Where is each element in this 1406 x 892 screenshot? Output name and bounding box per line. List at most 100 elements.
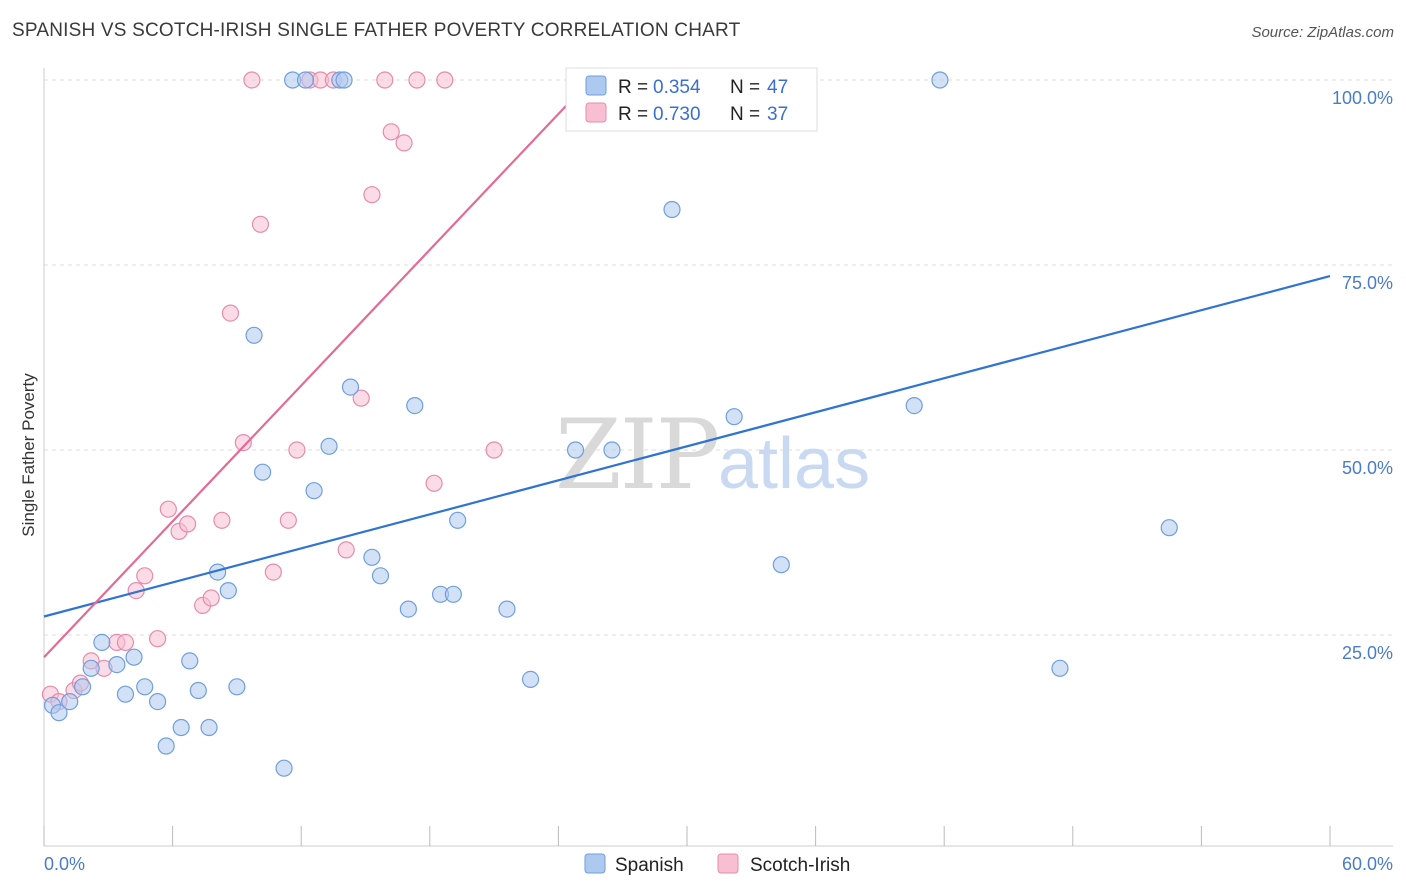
- spanish-point-37: [521, 670, 540, 689]
- legend-spanish-r-label: R =: [618, 77, 648, 98]
- scotch-irish-point-15: [202, 589, 220, 607]
- y-tick-labels: 25.0% 50.0% 75.0% 100.0%: [1332, 88, 1393, 663]
- spanish-point-4: [82, 659, 100, 677]
- scotch-irish-point-34: [425, 474, 443, 492]
- scotch-irish-point-18: [234, 434, 252, 452]
- legend-scotch-r-value: 0.730: [653, 104, 701, 125]
- scotch-irish-point-21: [264, 563, 282, 581]
- spanish-point-38: [566, 441, 585, 459]
- scotch-irish-point-27: [337, 541, 355, 559]
- spanish-point-14: [189, 681, 207, 700]
- spanish-point-28: [341, 378, 360, 396]
- scotch-irish-point-7: [116, 633, 135, 652]
- y-tick-label-25: 25.0%: [1342, 643, 1393, 663]
- scotch-irish-point-11: [159, 500, 177, 518]
- spanish-point-9: [136, 678, 154, 696]
- chart-title: SPANISH VS SCOTCH-IRISH SINGLE FATHER PO…: [12, 20, 741, 41]
- scotch-irish-trend-line: [43, 79, 592, 658]
- series-spanish-points: [43, 71, 1178, 777]
- legend-spanish-r-value: 0.354: [653, 77, 701, 98]
- scotch-irish-point-9: [136, 567, 154, 585]
- spanish-point-5: [93, 633, 111, 652]
- y-tick-label-100: 100.0%: [1332, 88, 1393, 108]
- x-tick-label-max: 60.0%: [1342, 854, 1393, 874]
- scotch-irish-point-19: [243, 71, 261, 89]
- legend-spanish-n-value: 47: [767, 77, 788, 98]
- bottom-legend-spanish-swatch: [584, 853, 606, 874]
- scotch-irish-point-10: [148, 630, 167, 648]
- scotch-irish-point-29: [363, 186, 381, 204]
- spanish-point-44: [931, 71, 949, 89]
- spanish-point-7: [116, 685, 135, 703]
- spanish-point-2: [61, 692, 79, 711]
- scotch-irish-point-13: [179, 515, 197, 533]
- spanish-point-23: [296, 71, 315, 89]
- spanish-point-40: [663, 200, 681, 219]
- spanish-point-32: [406, 397, 424, 415]
- y-axis-label: Single Father Poverty: [19, 373, 38, 537]
- spanish-point-12: [172, 718, 190, 737]
- spanish-point-29: [363, 548, 381, 566]
- spanish-point-3: [73, 678, 92, 696]
- trend-lines: [43, 79, 1331, 658]
- y-tick-label-50: 50.0%: [1342, 458, 1393, 478]
- spanish-point-1: [50, 704, 68, 722]
- spanish-point-39: [603, 441, 621, 459]
- scotch-irish-point-28: [352, 389, 370, 407]
- scotch-irish-point-17: [221, 304, 240, 322]
- scotch-irish-point-20: [251, 215, 270, 233]
- spanish-point-25: [320, 437, 338, 455]
- spanish-point-11: [157, 737, 175, 755]
- spanish-point-45: [1051, 659, 1069, 677]
- x-tick-label-min: 0.0%: [44, 854, 85, 874]
- bottom-legend-scotch-swatch: [717, 853, 739, 874]
- spanish-point-8: [125, 648, 143, 666]
- y-tick-label-75: 75.0%: [1342, 273, 1393, 293]
- spanish-point-18: [228, 678, 246, 696]
- spanish-point-6: [108, 655, 126, 674]
- spanish-point-31: [399, 600, 417, 618]
- spanish-point-42: [772, 556, 790, 574]
- spanish-point-35: [449, 511, 467, 529]
- bottom-legend-spanish-label: Spanish: [615, 855, 684, 876]
- watermark-atlas: atlas: [718, 424, 870, 504]
- legend-spanish-swatch: [585, 75, 607, 96]
- legend-spanish-n-label: N =: [730, 77, 760, 98]
- watermark: ZIP atlas: [555, 399, 870, 511]
- scotch-irish-point-36: [485, 441, 503, 459]
- spanish-point-13: [181, 652, 199, 670]
- spanish-point-19: [245, 326, 263, 344]
- spanish-point-34: [444, 585, 462, 603]
- legend-scotch-r-label: R =: [618, 104, 648, 125]
- legend-scotch-n-value: 37: [767, 104, 788, 125]
- scotch-irish-point-35: [436, 71, 454, 89]
- scotch-irish-point-32: [395, 134, 413, 152]
- correlation-legend: R = 0.354 N = 47 R = 0.730 N = 37: [565, 67, 818, 132]
- spanish-point-24: [305, 482, 323, 500]
- spanish-point-46: [1160, 519, 1178, 537]
- scotch-irish-point-30: [376, 71, 394, 89]
- scotch-irish-point-23: [288, 441, 306, 459]
- series-scotch-irish-points: [41, 71, 503, 711]
- spanish-point-36: [498, 600, 516, 618]
- grid-lines: [44, 79, 1393, 636]
- scotch-irish-point-33: [408, 71, 426, 89]
- legend-scotch-n-label: N =: [730, 104, 760, 125]
- spanish-point-43: [905, 397, 923, 415]
- scotch-irish-point-16: [213, 511, 231, 529]
- spanish-point-41: [725, 408, 743, 426]
- spanish-point-21: [275, 759, 293, 777]
- spanish-point-30: [371, 567, 390, 585]
- spanish-point-15: [200, 718, 218, 737]
- series-legend: Spanish Scotch-Irish: [584, 853, 850, 876]
- scotch-irish-point-31: [382, 123, 400, 141]
- spanish-point-10: [148, 692, 167, 711]
- legend-frame: [565, 67, 818, 132]
- spanish-trend-line: [43, 275, 1331, 618]
- axes: [43, 68, 1393, 847]
- legend-scotch-swatch: [585, 102, 607, 123]
- x-tick-labels: 0.0% 60.0%: [44, 854, 1393, 874]
- bottom-legend-scotch-label: Scotch-Irish: [750, 855, 850, 876]
- scotch-irish-point-22: [279, 511, 297, 529]
